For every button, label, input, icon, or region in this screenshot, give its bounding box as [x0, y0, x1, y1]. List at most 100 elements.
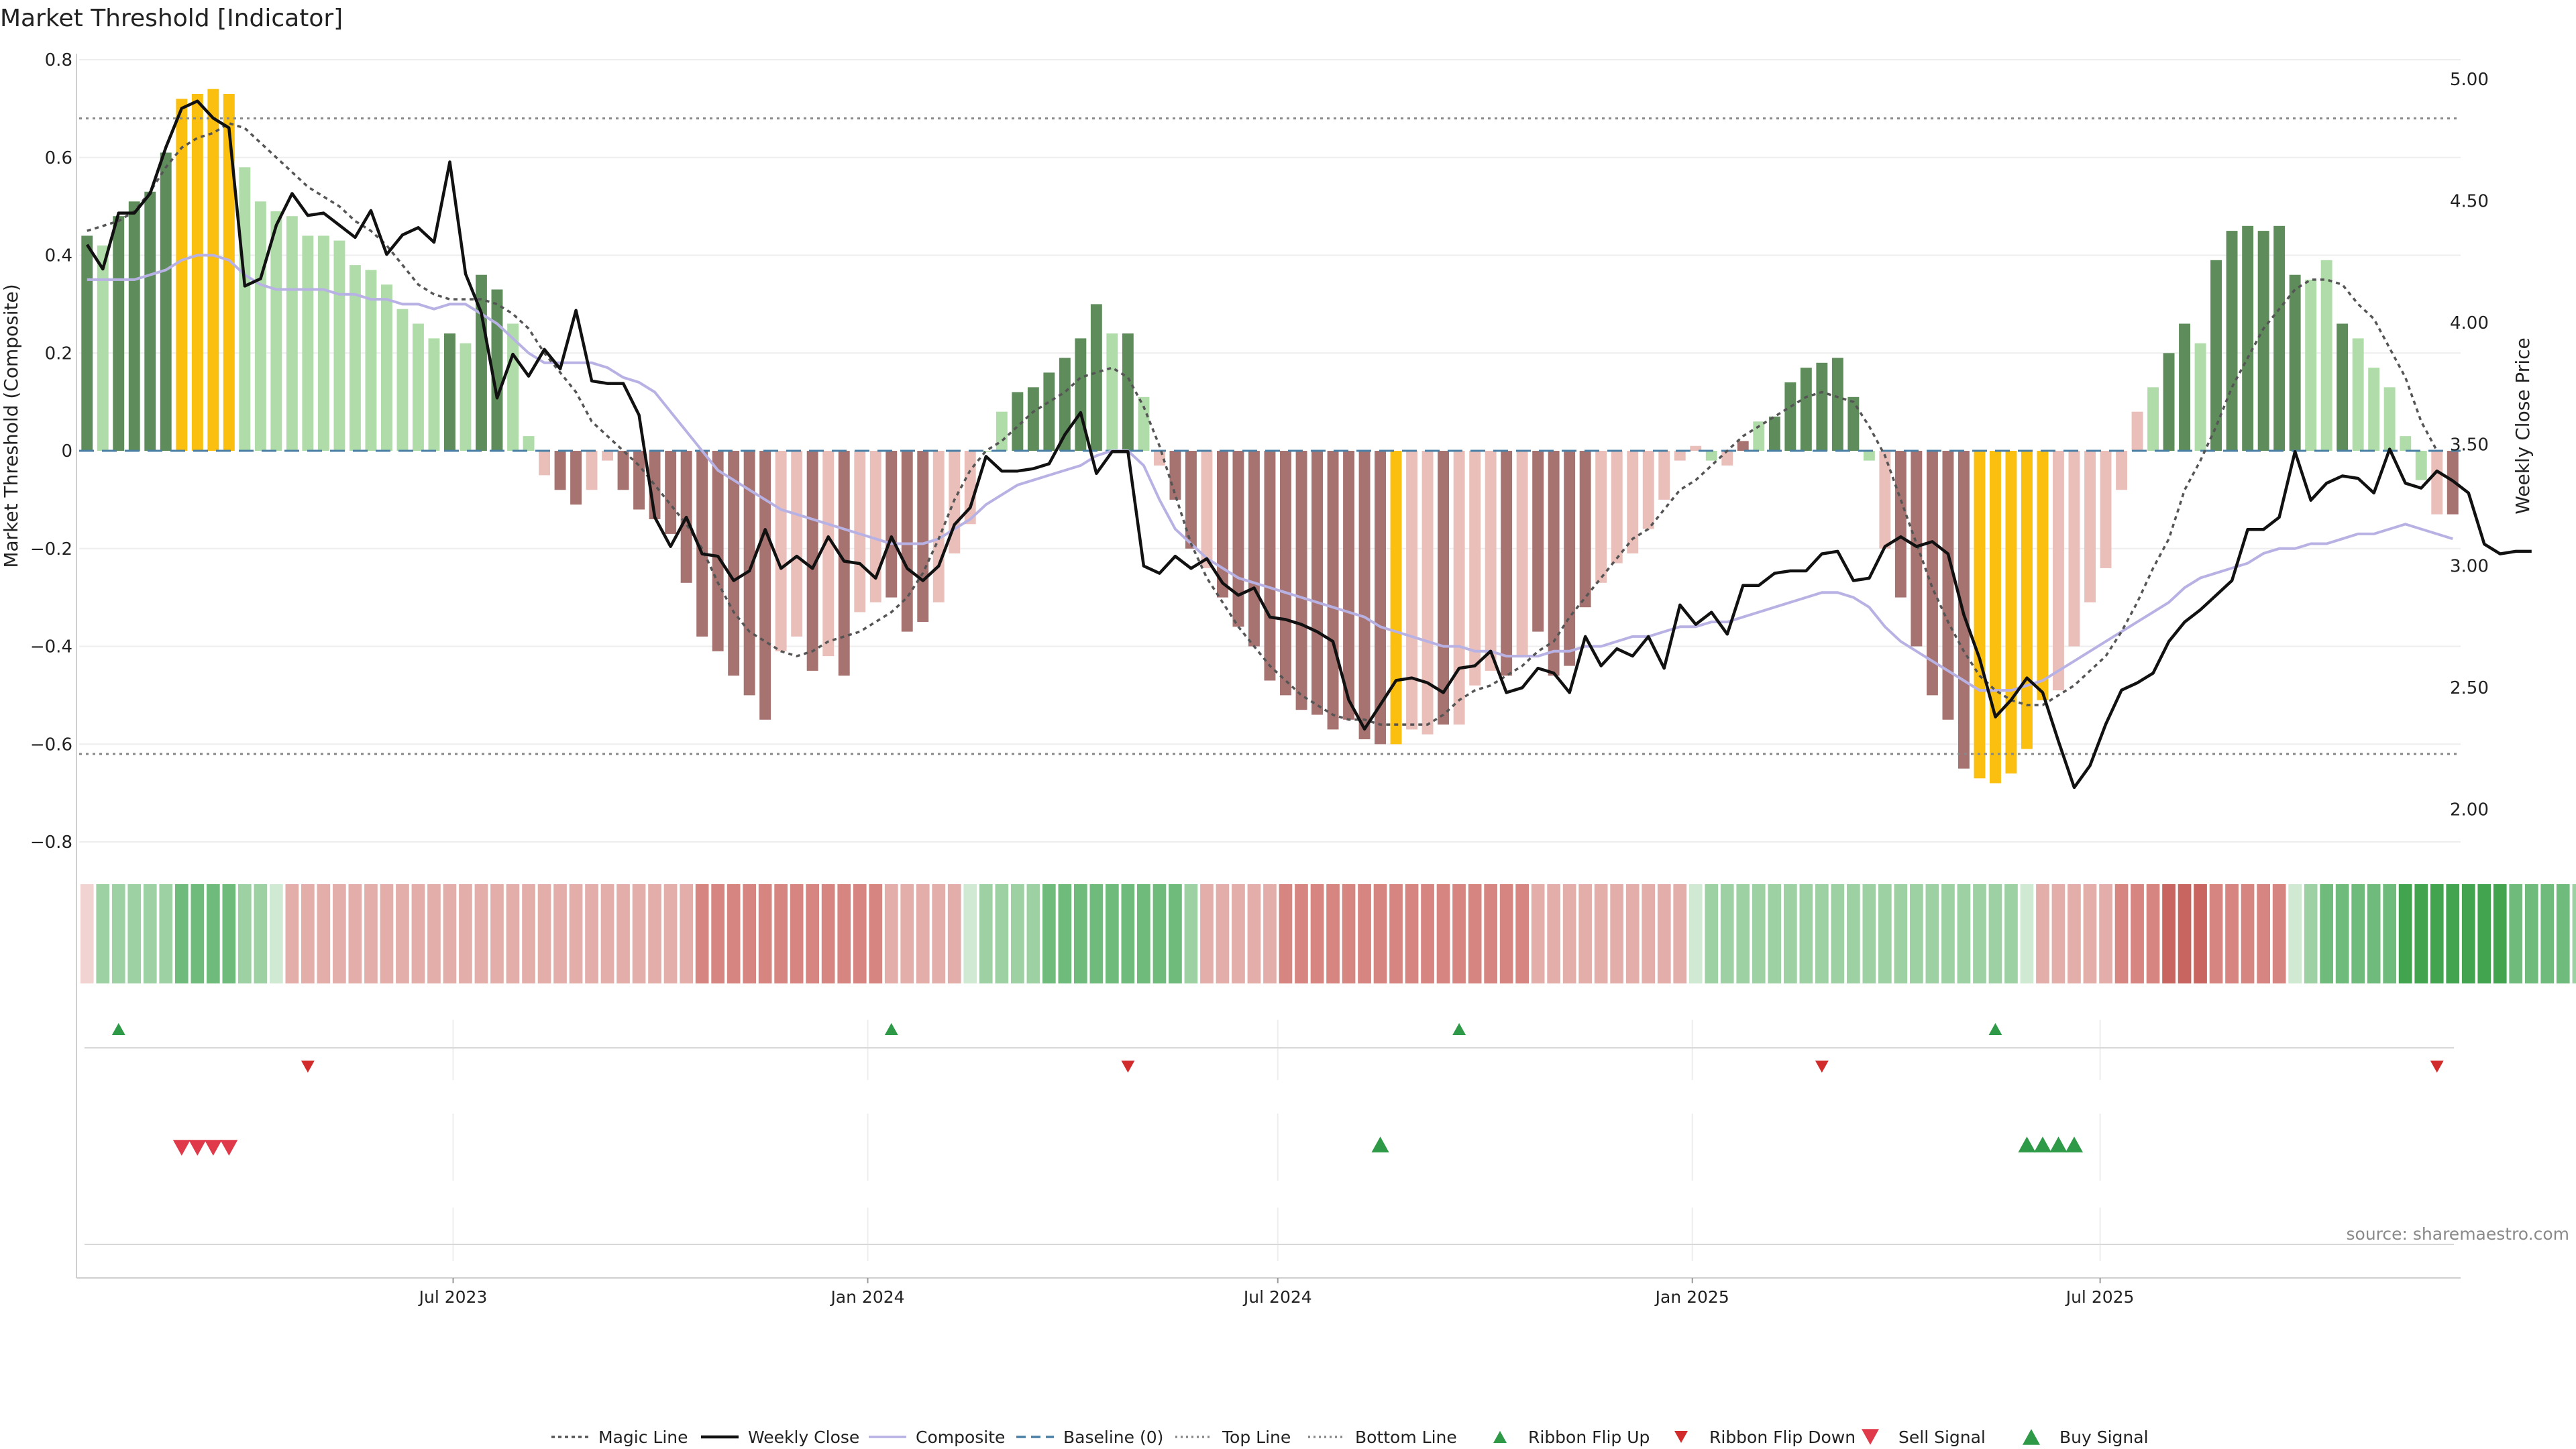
- ribbon-cell: [2131, 884, 2144, 983]
- legend-label: Weekly Close: [748, 1428, 859, 1447]
- ribbon-cell: [333, 884, 346, 983]
- legend-item: Top Line: [1175, 1428, 1291, 1447]
- composite-bar: [728, 451, 740, 676]
- composite-bar: [444, 333, 455, 451]
- ribbon-cell: [80, 884, 94, 983]
- ribbon-cell: [506, 884, 520, 983]
- left-tick-label: 0.8: [45, 50, 72, 70]
- ribbon-cell: [1326, 884, 1340, 983]
- composite-bar: [1169, 451, 1181, 500]
- legend-label: Sell Signal: [1898, 1428, 1986, 1447]
- legend-swatch: [2023, 1429, 2040, 1445]
- composite-bar: [223, 94, 235, 451]
- composite-bar: [633, 451, 645, 510]
- composite-bar: [2179, 323, 2190, 451]
- composite-bar: [554, 451, 566, 490]
- composite-bar: [1816, 362, 1828, 451]
- composite-bar: [1737, 441, 1749, 451]
- ribbon-cell: [2068, 884, 2081, 983]
- composite-bar: [980, 451, 992, 452]
- composite-bar: [1532, 451, 1544, 632]
- ribbon-cell: [2351, 884, 2365, 983]
- ribbon-cell: [2020, 884, 2034, 983]
- composite-bar: [302, 235, 314, 451]
- composite-bar: [2021, 451, 2033, 749]
- ribbon-cell: [490, 884, 504, 983]
- ribbon-cell: [2083, 884, 2097, 983]
- composite-bar: [1800, 368, 1812, 451]
- composite-bar: [1311, 451, 1323, 715]
- left-tick-label: −0.2: [30, 539, 72, 559]
- axes: 0.8 0.6 0.4 0.2 0 −0.2 −0.4 −0.6 −0.8 5.00 4.50 4.0…: [30, 50, 2489, 1307]
- ribbon-cell: [285, 884, 299, 983]
- composite-bar: [2273, 225, 2286, 451]
- ribbon-cell: [600, 884, 614, 983]
- composite-bar: [1611, 451, 1623, 564]
- composite-bar: [743, 451, 755, 696]
- ribbon-cell: [270, 884, 283, 983]
- ribbon-cell: [553, 884, 567, 983]
- legend-label: Baseline (0): [1063, 1428, 1163, 1447]
- ribbon-cell: [1610, 884, 1623, 983]
- ribbon-cell: [2540, 884, 2555, 983]
- ribbon-cell: [1200, 884, 1214, 983]
- ribbon-cell: [459, 884, 472, 983]
- composite-bar: [1721, 451, 1733, 466]
- ribbon-cell: [963, 884, 977, 983]
- composite-bar: [113, 216, 125, 451]
- composite-bar: [2131, 411, 2143, 451]
- ribbon-cell: [2383, 884, 2396, 983]
- ribbon-cell: [127, 884, 142, 983]
- composite-bar: [665, 451, 677, 534]
- sell-signal-marker: [189, 1140, 207, 1156]
- ribbon-cell: [2225, 884, 2239, 983]
- ribbon-cell: [1342, 884, 1356, 983]
- ribbon-cell: [301, 884, 315, 983]
- legend-item: Bottom Line: [1308, 1428, 1457, 1447]
- legend-item: Baseline (0): [1016, 1428, 1163, 1447]
- legend-swatch: [1493, 1431, 1507, 1443]
- composite-bar: [1075, 338, 1087, 451]
- ribbon-cell: [2304, 884, 2318, 983]
- legend-label: Top Line: [1222, 1428, 1291, 1447]
- ribbon-cell: [1058, 884, 1072, 983]
- buy-signal-marker: [1371, 1136, 1389, 1152]
- composite-bar: [381, 284, 392, 451]
- ribbon-cell: [1106, 884, 1119, 983]
- ribbon-cell: [2114, 884, 2129, 983]
- ribbon-cell: [427, 884, 441, 983]
- composite-bar: [97, 245, 109, 451]
- right-tick-label: 2.00: [2450, 800, 2489, 820]
- composite-bar: [570, 451, 582, 505]
- composite-bar: [1974, 451, 1986, 779]
- ribbon-flip-up-marker: [1988, 1023, 2002, 1035]
- ribbon-cell: [1973, 884, 1986, 983]
- ribbon-cell: [207, 884, 220, 983]
- composite-bar: [2368, 368, 2380, 451]
- ribbon-cell: [254, 884, 268, 983]
- composite-bar: [81, 235, 93, 451]
- ribbon-cell: [380, 884, 394, 983]
- composite-bar: [428, 338, 440, 451]
- composite-bar: [2320, 260, 2332, 451]
- ribbon-cell: [1484, 884, 1497, 983]
- composite-bar: [1012, 392, 1024, 451]
- ribbon-flip-up-marker: [1452, 1023, 1466, 1035]
- composite-bar: [507, 323, 519, 451]
- right-tick-label: 4.00: [2450, 313, 2489, 333]
- right-tick-label: 5.00: [2450, 70, 2489, 90]
- ribbon-cell: [1468, 884, 1482, 983]
- composite-bar: [1784, 382, 1796, 451]
- buy-signal-marker: [2065, 1136, 2084, 1152]
- composite-bar: [964, 451, 976, 525]
- buy-signal-marker: [2018, 1136, 2036, 1152]
- weekly-close-line: [85, 99, 2532, 790]
- ribbon-cell: [96, 884, 110, 983]
- x-tick-label: Jul 2024: [1242, 1287, 1312, 1307]
- ribbon-cell: [238, 884, 252, 983]
- ribbon-cell: [143, 884, 157, 983]
- ribbon-cell: [2257, 884, 2270, 983]
- composite-bar: [270, 211, 282, 451]
- ribbon-cell: [995, 884, 1009, 983]
- composite-bar: [191, 94, 203, 451]
